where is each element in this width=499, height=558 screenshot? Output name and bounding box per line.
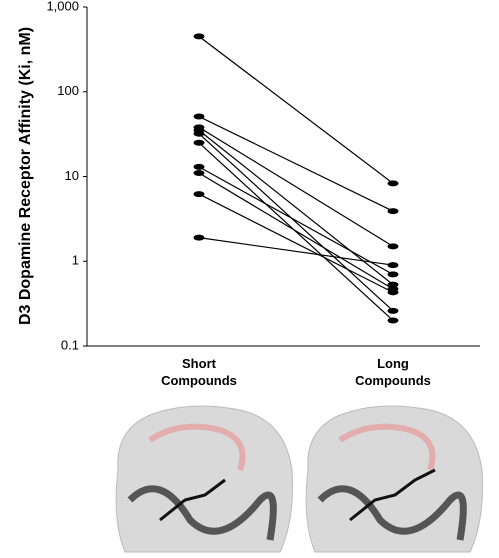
y-axis-label: D3 Dopamine Receptor Affinity (Ki, nM) — [17, 27, 34, 325]
y-tick-label: 1 — [72, 253, 79, 268]
data-point — [387, 307, 399, 314]
x-tick-label: Long Compounds — [355, 356, 431, 388]
data-point — [193, 169, 205, 176]
data-point — [387, 281, 399, 288]
y-tick-label: 0.1 — [61, 337, 79, 352]
data-point — [387, 262, 399, 269]
protein-image — [305, 405, 483, 553]
data-point — [387, 180, 399, 187]
series-line — [198, 115, 394, 212]
y-tick-label: 1,000 — [46, 0, 79, 13]
series-line — [198, 166, 394, 275]
y-tick-label: 10 — [65, 168, 79, 183]
data-point — [193, 234, 205, 241]
data-point — [387, 208, 399, 215]
series-line — [198, 129, 394, 286]
series-line — [198, 35, 394, 184]
x-tick-label: Short Compounds — [161, 356, 237, 388]
data-point — [193, 130, 205, 137]
data-point — [193, 33, 205, 40]
protein-image — [115, 405, 293, 553]
series-line — [198, 172, 394, 290]
data-point — [193, 163, 205, 170]
data-point — [387, 271, 399, 278]
data-point — [387, 289, 399, 296]
data-point — [387, 243, 399, 250]
series-line — [198, 193, 394, 293]
series-line — [198, 126, 394, 247]
y-tick-label: 100 — [57, 83, 79, 98]
data-point — [193, 191, 205, 198]
series-line — [198, 133, 394, 312]
series-line — [198, 237, 394, 266]
data-point — [387, 317, 399, 324]
data-point — [193, 139, 205, 146]
data-point — [193, 113, 205, 120]
